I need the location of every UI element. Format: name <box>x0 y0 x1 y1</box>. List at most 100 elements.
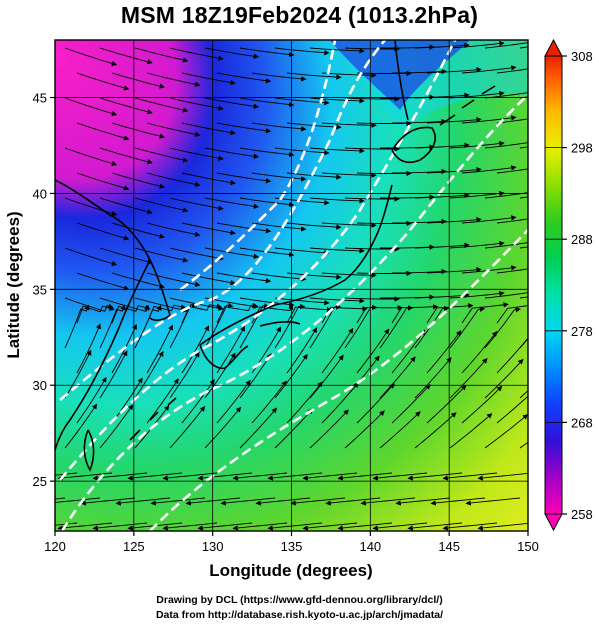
streamline <box>181 122 236 136</box>
streamline <box>99 47 153 65</box>
streamline <box>150 497 206 506</box>
streamline <box>146 222 201 237</box>
credit-drawing: Drawing by DCL (https://www.gfd-dennou.o… <box>156 594 443 606</box>
streamline <box>321 327 354 374</box>
streamline <box>309 354 344 399</box>
streamline <box>55 497 66 500</box>
streamline <box>321 222 377 228</box>
streamline <box>64 297 114 312</box>
streamline <box>64 47 118 67</box>
streamline <box>484 307 521 349</box>
streamline <box>309 47 365 54</box>
streamline <box>146 272 201 287</box>
streamline <box>134 47 189 63</box>
streamline <box>392 68 447 75</box>
x-tick-label: 130 <box>202 539 224 554</box>
streamline <box>337 522 393 531</box>
streamline <box>496 68 528 74</box>
isotherm <box>59 40 457 481</box>
streamline <box>239 97 295 108</box>
y-tick-label: 35 <box>33 282 47 297</box>
streamline <box>290 497 346 506</box>
streamline <box>181 378 215 424</box>
streamline <box>496 118 528 124</box>
streamline <box>111 377 143 424</box>
streamline <box>379 305 414 349</box>
streamline <box>274 408 313 449</box>
streamline <box>344 304 378 349</box>
streamline <box>197 522 253 531</box>
streamline <box>134 197 189 213</box>
colorbar-scale <box>544 55 563 515</box>
streamline <box>57 472 113 481</box>
streamline <box>392 218 447 225</box>
streamline <box>449 306 486 349</box>
streamline <box>477 472 528 481</box>
streamline <box>162 472 218 481</box>
streamline <box>146 172 201 187</box>
streamline <box>286 72 342 80</box>
streamline <box>204 247 260 259</box>
x-tick-label: 140 <box>359 539 381 554</box>
streamline <box>239 353 272 399</box>
streamline <box>309 409 349 449</box>
streamline <box>337 472 393 481</box>
streamline <box>286 272 342 280</box>
streamline <box>392 268 447 275</box>
x-tick-label: 135 <box>281 539 303 554</box>
streamline <box>461 330 498 374</box>
streamline <box>356 170 412 177</box>
streamline <box>302 522 358 531</box>
streamline <box>449 290 505 299</box>
streamline <box>267 522 323 531</box>
streamline <box>461 165 517 174</box>
streamline <box>216 325 245 374</box>
streamline <box>134 247 189 263</box>
streamline <box>64 197 118 217</box>
streamline <box>274 297 330 306</box>
streamline <box>484 192 528 199</box>
streamline <box>356 270 412 277</box>
streamline <box>239 147 295 158</box>
streamline <box>232 522 288 531</box>
streamline <box>111 222 165 239</box>
streamline <box>204 352 236 399</box>
streamline <box>76 323 101 374</box>
streamline <box>169 351 200 399</box>
streamline <box>111 122 165 139</box>
streamline <box>99 350 128 399</box>
streamline <box>321 122 377 128</box>
streamline <box>344 410 385 449</box>
coastlines <box>55 40 496 472</box>
streamline <box>169 147 224 161</box>
streamline <box>204 406 242 449</box>
streamline <box>461 65 517 74</box>
x-tick-label: 120 <box>44 539 66 554</box>
streamline <box>76 222 130 241</box>
streamline <box>274 247 330 256</box>
x-tick-label: 150 <box>517 539 539 554</box>
streamline <box>496 168 528 174</box>
streamline <box>461 385 503 424</box>
streamline <box>407 522 463 531</box>
streamline <box>99 297 150 312</box>
x-axis-label: Longitude (degrees) <box>209 561 372 580</box>
streamline <box>204 302 234 349</box>
streamline <box>251 272 307 282</box>
streamline <box>496 331 528 374</box>
streamline <box>76 305 115 324</box>
streamline <box>274 303 306 349</box>
streamline <box>309 197 365 204</box>
streamline <box>76 172 130 191</box>
streamline <box>484 142 528 149</box>
streamline <box>461 215 517 224</box>
streamline <box>344 246 400 252</box>
coastline <box>199 344 249 370</box>
streamline <box>181 325 209 374</box>
streamline <box>99 197 153 215</box>
streamline <box>181 222 236 236</box>
streamline <box>111 272 165 289</box>
colorbar-tick-label: 278 <box>571 324 593 339</box>
streamline <box>204 97 260 109</box>
streamline <box>519 390 528 399</box>
